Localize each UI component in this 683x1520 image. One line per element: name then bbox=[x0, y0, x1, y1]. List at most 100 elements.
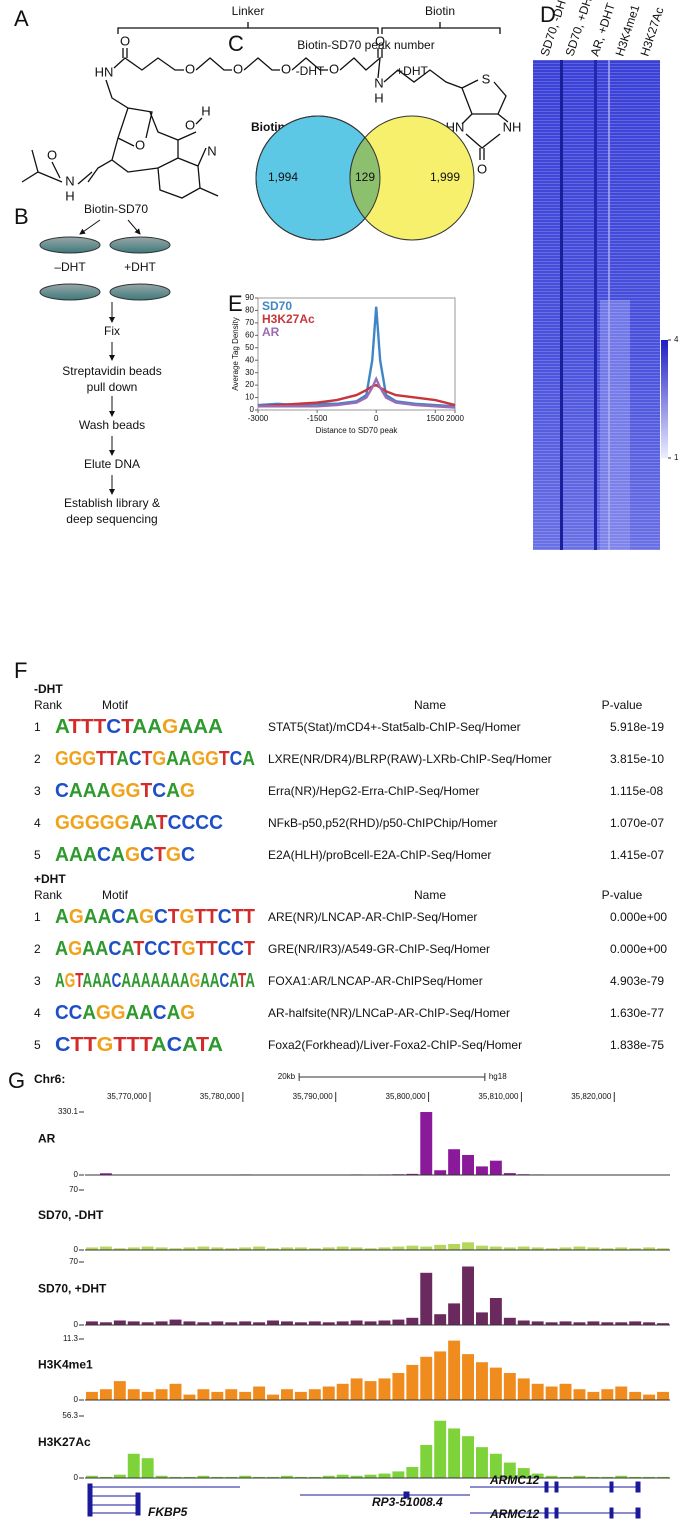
signal-bar bbox=[545, 1475, 558, 1478]
p-value: 0.000e+00 bbox=[610, 910, 667, 924]
signal-bar bbox=[462, 1242, 474, 1250]
track-name: H3K4me1 bbox=[38, 1358, 93, 1372]
signal-bar bbox=[615, 1247, 628, 1250]
y-tick-label: 70 bbox=[245, 318, 254, 327]
signal-bar bbox=[615, 1322, 628, 1325]
panel-label: B bbox=[14, 204, 29, 229]
signal-bar bbox=[141, 1246, 154, 1250]
motif-logo: GGGTTACTGAAGGTCA bbox=[55, 748, 255, 770]
signal-bar bbox=[489, 1453, 502, 1478]
signal-bar bbox=[392, 1373, 405, 1400]
p-value: 1.630e-77 bbox=[610, 1006, 664, 1020]
signal-bar bbox=[294, 1476, 307, 1478]
motif-logo: CAAAGGTCAG bbox=[55, 780, 195, 802]
signal-bar bbox=[350, 1247, 363, 1250]
atom-label: O bbox=[185, 117, 195, 132]
bracket-label: Biotin bbox=[425, 4, 455, 18]
venn-title: Biotin-SD70 peak number bbox=[297, 38, 434, 52]
signal-bar bbox=[434, 1351, 447, 1400]
signal-bar bbox=[239, 1247, 252, 1250]
signal-bar bbox=[322, 1475, 335, 1478]
signal-bar bbox=[448, 1244, 461, 1250]
signal-bar bbox=[378, 1378, 391, 1400]
signal-bar bbox=[531, 1321, 544, 1325]
signal-bar bbox=[294, 1247, 307, 1250]
column-header: Motif bbox=[102, 888, 129, 902]
motif-name: GRE(NR/IR3)/A549-GR-ChIP-Seq/Homer bbox=[268, 942, 490, 956]
venn-count: 1,999 bbox=[430, 170, 460, 184]
signal-bar bbox=[601, 1389, 614, 1400]
p-value: 1.070e-07 bbox=[610, 816, 664, 830]
signal-bar bbox=[267, 1476, 279, 1478]
signal-bar bbox=[517, 1378, 530, 1400]
signal-bar bbox=[183, 1394, 196, 1400]
panel-label: E bbox=[228, 291, 243, 316]
signal-bar bbox=[573, 1246, 586, 1250]
signal-bar bbox=[531, 1247, 544, 1250]
signal-bar bbox=[141, 1391, 154, 1400]
colorbar-label: 4 bbox=[674, 335, 679, 344]
signal-bar bbox=[462, 1154, 474, 1175]
signal-bar bbox=[281, 1247, 293, 1250]
signal-bar bbox=[629, 1476, 642, 1478]
signal-bar bbox=[643, 1476, 656, 1478]
motif-logo: AAACAGCTGC bbox=[55, 844, 195, 866]
motif-name: NFκB-p50,p52(RHD)/p50-ChIPChip/Homer bbox=[268, 816, 497, 830]
legend-entry: AR bbox=[262, 325, 280, 339]
signal-bar bbox=[601, 1476, 614, 1478]
track-tick-label: 56.3 bbox=[62, 1411, 78, 1420]
atom-label: H bbox=[65, 188, 74, 203]
signal-bar bbox=[169, 1476, 182, 1478]
signal-bar bbox=[169, 1319, 182, 1325]
y-tick-label: 30 bbox=[245, 368, 254, 377]
panel-label: F bbox=[14, 658, 27, 683]
signal-bar bbox=[601, 1248, 614, 1250]
signal-bar bbox=[113, 1320, 126, 1325]
signal-bar bbox=[392, 1246, 405, 1250]
colorbar bbox=[661, 340, 668, 458]
motif-logo: AGAACATCCTGTTCCT bbox=[55, 938, 255, 960]
signal-bar bbox=[113, 1248, 126, 1250]
rank: 4 bbox=[34, 816, 41, 830]
rank: 1 bbox=[34, 910, 41, 924]
track-name: SD70, -DHT bbox=[38, 1208, 104, 1222]
signal-bar bbox=[629, 1391, 642, 1400]
signal-bar bbox=[462, 1354, 474, 1400]
signal-bar bbox=[281, 1389, 293, 1400]
signal-bar bbox=[420, 1272, 433, 1325]
signal-bar bbox=[657, 1248, 669, 1250]
signal-bar bbox=[559, 1321, 572, 1325]
signal-bar bbox=[211, 1247, 224, 1250]
atom-label: O bbox=[120, 33, 130, 48]
signal-bar bbox=[476, 1245, 488, 1250]
signal-bar bbox=[364, 1248, 377, 1250]
signal-bar bbox=[503, 1373, 516, 1400]
p-value: 1.838e-75 bbox=[610, 1038, 664, 1052]
rank: 4 bbox=[34, 1006, 41, 1020]
signal-bar bbox=[308, 1476, 321, 1478]
signal-bar bbox=[155, 1321, 168, 1325]
signal-bar bbox=[336, 1321, 349, 1325]
signal-bar bbox=[657, 1323, 669, 1325]
signal-bar bbox=[434, 1420, 447, 1478]
signal-bar bbox=[253, 1246, 266, 1250]
rank: 1 bbox=[34, 720, 41, 734]
panel-label: A bbox=[14, 6, 29, 31]
signal-bar bbox=[657, 1391, 669, 1400]
venn-count: 129 bbox=[355, 170, 375, 184]
signal-bar bbox=[322, 1386, 335, 1400]
column-label: H3K27Ac bbox=[638, 5, 667, 58]
signal-bar bbox=[643, 1394, 656, 1400]
signal-bar bbox=[350, 1475, 363, 1478]
signal-bar bbox=[364, 1381, 377, 1400]
condition-label: +DHT bbox=[124, 260, 156, 274]
signal-bar bbox=[197, 1389, 210, 1400]
track-name: SD70, +DHT bbox=[38, 1282, 107, 1296]
track-tick-label: 70 bbox=[69, 1257, 78, 1266]
signal-bar bbox=[629, 1321, 642, 1325]
signal-bar bbox=[573, 1389, 586, 1400]
signal-bar bbox=[434, 1244, 447, 1250]
rank: 5 bbox=[34, 848, 41, 862]
atom-label: N bbox=[207, 143, 216, 158]
p-value: 1.415e-07 bbox=[610, 848, 664, 862]
